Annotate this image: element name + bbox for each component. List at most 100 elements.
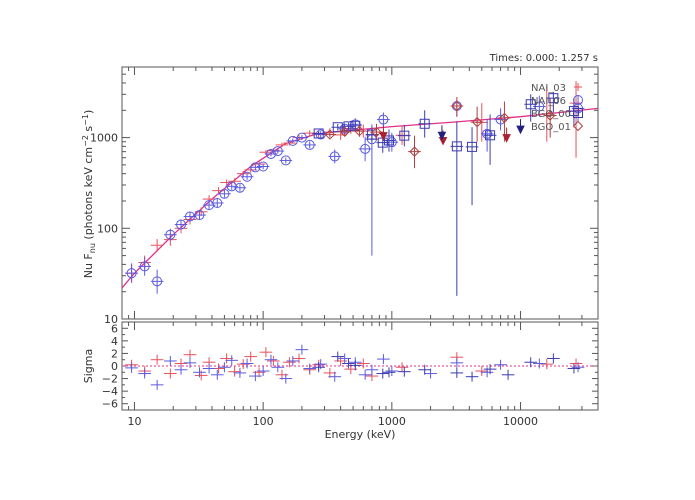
diamond-marker [324, 129, 336, 140]
square-marker [383, 135, 394, 146]
residual-point [249, 371, 262, 382]
data-point [286, 135, 300, 146]
data-point [174, 219, 188, 230]
data-point [275, 142, 289, 148]
data-point [331, 122, 345, 133]
residual-point [233, 367, 247, 378]
circle-marker [226, 181, 237, 192]
residual-point [450, 367, 464, 378]
y-tick-label-spectrum: 10 [104, 313, 118, 326]
residual-point [193, 367, 206, 378]
data-point [494, 108, 507, 131]
residual-point [465, 371, 479, 382]
data-point [524, 94, 538, 122]
data-point [569, 81, 583, 158]
data-point [483, 114, 497, 165]
residual-point [236, 359, 250, 370]
y-tick-label-residual: 2 [111, 347, 118, 360]
circle-marker [296, 132, 307, 143]
circle-marker [219, 188, 230, 199]
residual-point [292, 353, 306, 364]
data-point [210, 198, 224, 209]
data-point [418, 110, 432, 138]
y-tick-label-residual: 6 [111, 322, 118, 335]
diamond-marker [499, 112, 510, 124]
circle-marker [258, 161, 269, 172]
data-point [408, 135, 421, 169]
square-marker [525, 99, 536, 110]
circle-marker [250, 162, 261, 173]
residual-point [395, 362, 409, 373]
residual-point [547, 353, 560, 364]
residual-point [286, 355, 300, 366]
data-point [138, 257, 151, 276]
data-point [342, 121, 355, 132]
circle-marker [482, 128, 493, 139]
residual-point [328, 371, 342, 382]
circle-marker [242, 171, 253, 182]
upper-limit-marker [516, 125, 525, 135]
data-point [220, 179, 233, 186]
ylabel-mid: (photons keV cm [82, 147, 95, 243]
data-point [150, 239, 164, 252]
time-annotation: Times: 0.000: 1.257 s [489, 53, 598, 64]
spectrum-ticks: 10 100 1000 [90, 66, 599, 326]
legend-label: NAI_03 [531, 83, 566, 94]
ylabel-sup1: −2 [81, 135, 90, 147]
residual-point [279, 373, 293, 384]
circle-marker [165, 229, 176, 240]
ylabel-main: Nu F [82, 253, 95, 278]
legend-label: BGO_00 [531, 109, 571, 120]
residual-point [150, 354, 164, 365]
x-tick-label: 10000 [503, 415, 538, 428]
data-point [303, 139, 317, 150]
spectrum-y-axis-title: Nu Fnu (photons keV cm−2 s−1) [81, 110, 97, 279]
square-marker [548, 93, 559, 104]
upper-limit-marker [379, 132, 388, 141]
data-point [256, 161, 270, 172]
residual-point [356, 358, 370, 369]
square-marker [485, 130, 496, 141]
circle-marker [176, 219, 187, 230]
data-point [397, 124, 411, 147]
circle-marker [234, 182, 245, 193]
data-point [450, 97, 464, 117]
legend: NAI_03 NAI_06 BGO_00 BGO_01 [531, 83, 584, 133]
ylabel-mid2: s [82, 126, 95, 135]
residual-point [382, 367, 396, 378]
residual-point [532, 358, 546, 369]
diamond-marker [451, 100, 463, 112]
square-marker [313, 128, 324, 139]
diamond-marker [409, 146, 420, 157]
residual-point [138, 368, 151, 379]
diamond-marker [371, 126, 382, 138]
data-point [164, 228, 177, 241]
residual-point [271, 362, 285, 373]
square-marker [332, 122, 343, 133]
square-marker [419, 118, 430, 129]
x-tick-label: 1000 [378, 415, 406, 428]
data-point [365, 124, 379, 256]
residual-point [312, 362, 325, 373]
data-point [125, 263, 138, 283]
data-point [323, 129, 337, 140]
circle-marker [194, 210, 205, 221]
residual-point [256, 366, 270, 377]
circle-marker [265, 148, 276, 159]
data-point [353, 125, 366, 137]
data-point [295, 132, 309, 143]
residual-point [377, 354, 390, 365]
data-point [279, 155, 293, 166]
data-point [249, 162, 262, 173]
data-point [233, 182, 247, 193]
residual-marks [125, 344, 585, 390]
residual-point [567, 363, 581, 374]
square-marker [399, 130, 410, 141]
residual-y-axis-title: Sigma [82, 349, 95, 383]
data-point [328, 149, 342, 164]
residual-point [342, 358, 355, 369]
y-tick-label-spectrum: 100 [97, 222, 118, 235]
data-point [228, 178, 241, 185]
